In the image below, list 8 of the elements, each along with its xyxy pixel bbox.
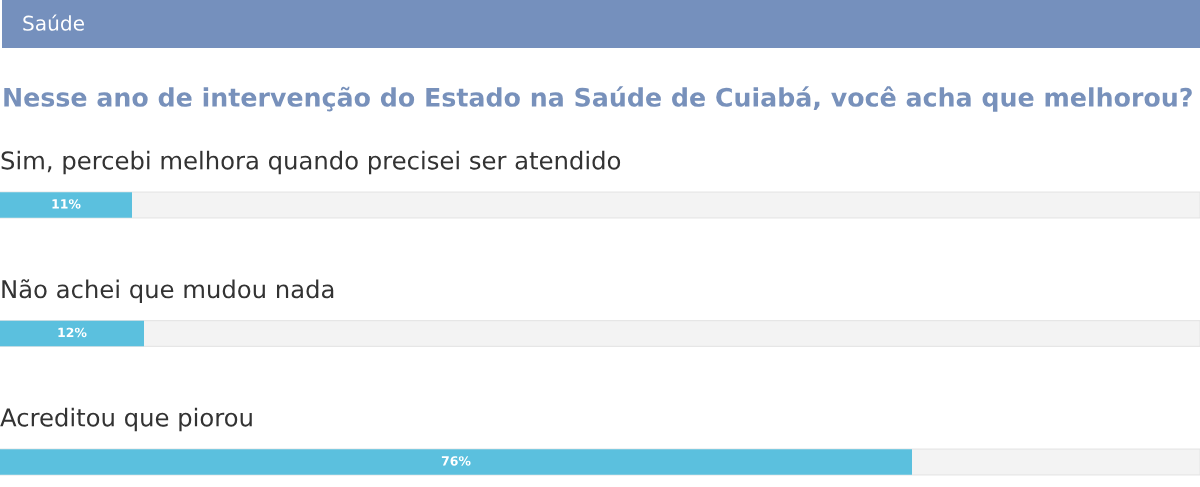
y-tick-label: Sim, percebi melhora quando precisei ser atendido bbox=[1, 150, 621, 175]
y-tick-label: Não achei que mudou nada bbox=[2, 279, 334, 304]
data-label: 76% bbox=[441, 456, 471, 466]
y-tick-label: Acreditou que piorou bbox=[0, 407, 252, 432]
text: Saúde bbox=[23, 14, 84, 31]
data-label: 11% bbox=[52, 199, 81, 209]
chart-title: Nesse ano de intervenção do Estado na Saúde de Cuiabá, você acha que melhorou? bbox=[4, 86, 1192, 112]
data-label: 12% bbox=[58, 327, 87, 338]
